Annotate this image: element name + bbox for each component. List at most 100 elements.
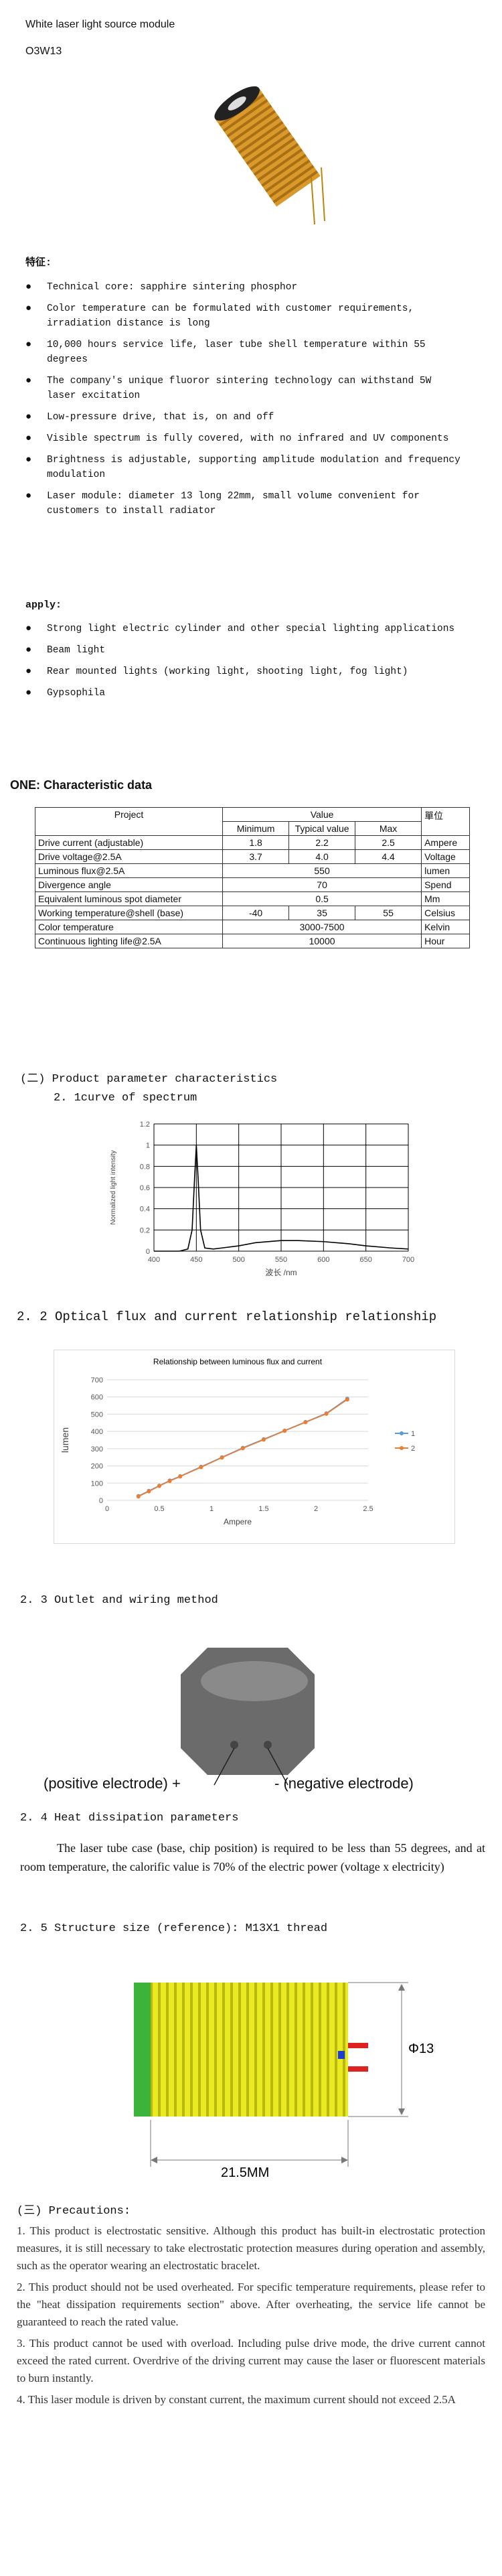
table-project: Divergence angle	[34, 877, 224, 892]
apply-list: Strong light electric cylinder and other…	[25, 622, 481, 707]
y-axis-label: lumen	[60, 1427, 70, 1453]
feature-item: Technical core: sapphire sintering phosp…	[25, 280, 461, 295]
feature-item: The company's unique fluoror sintering t…	[25, 374, 461, 403]
x-tick-label: 450	[190, 1256, 202, 1264]
apply-item: Strong light electric cylinder and other…	[25, 622, 481, 636]
x-tick-label: 650	[359, 1256, 371, 1264]
table-cell: 4.4	[355, 849, 422, 864]
x-tick-label: 1	[210, 1505, 214, 1513]
x-axis-label: 波长 /nm	[265, 1268, 297, 1277]
table-cell: 2.2	[288, 835, 356, 850]
data-point	[136, 1494, 141, 1499]
x-tick-label: 2.5	[363, 1505, 373, 1513]
model: O3W13	[25, 46, 62, 57]
x-tick-label: 400	[148, 1256, 160, 1264]
table-cell: 550	[222, 863, 422, 878]
data-point	[303, 1420, 308, 1425]
table-cell: Hour	[421, 934, 470, 948]
y-tick-label: 500	[91, 1411, 103, 1419]
characteristics-table: Project Value 單位 Minimum Typical value M…	[34, 807, 470, 948]
data-point	[282, 1429, 287, 1433]
apply-item: Rear mounted lights (working light, shoo…	[25, 664, 481, 679]
series-line	[154, 1145, 409, 1252]
table-row: Color temperature 3000-7500 Kelvin	[34, 920, 470, 934]
precaution-item: 2. This product should not be used overh…	[17, 2281, 485, 2328]
table-header: Value	[222, 807, 422, 822]
table-cell: Mm	[421, 891, 470, 906]
title: White laser light source module	[25, 19, 175, 30]
precaution-item: 3. This product cannot be used with over…	[17, 2337, 485, 2384]
table-cell: lumen	[421, 863, 470, 878]
table-project: Continuous lighting life@2.5A	[34, 934, 224, 948]
x-axis-label: Ampere	[224, 1517, 252, 1526]
y-tick-label: 0.8	[140, 1163, 150, 1171]
legend-label: 1	[411, 1430, 415, 1438]
precaution-item: 1. This product is electrostatic sensiti…	[17, 2224, 485, 2272]
features-heading: 特征:	[25, 257, 52, 269]
data-point	[199, 1465, 203, 1470]
data-point	[240, 1446, 245, 1451]
y-tick-label: 1.2	[140, 1121, 150, 1129]
positive-label: (positive electrode) +	[44, 1775, 181, 1792]
apply-item: Gypsophila	[25, 686, 481, 701]
diameter-label: Φ13MM	[408, 2042, 435, 2056]
table-cell: Voltage	[421, 849, 470, 864]
data-point	[178, 1474, 183, 1479]
feature-list: Technical core: sapphire sintering phosp…	[25, 280, 461, 525]
y-tick-label: 0	[146, 1248, 150, 1256]
table-project: Equivalent luminous spot diameter	[34, 891, 224, 906]
subheading: 2. 3 Outlet and wiring method	[20, 1594, 218, 1607]
structure-drawing: Φ13MM 21.5MM	[134, 1982, 435, 2180]
length-label: 21.5MM	[221, 2165, 269, 2180]
subheading: 2. 2 Optical flux and current relationsh…	[17, 1309, 437, 1324]
subheading: 2. 5 Structure size (reference): M13X1 t…	[20, 1922, 328, 1935]
y-axis-label: Normalized light intensity	[110, 1150, 117, 1224]
feature-item: Low-pressure drive, that is, on and off	[25, 410, 461, 425]
y-tick-label: 200	[91, 1463, 103, 1471]
table-header: Project	[34, 807, 224, 836]
x-tick-label: 500	[232, 1256, 244, 1264]
subheading: 2. 1curve of spectrum	[54, 1092, 197, 1104]
table-cell: 3.7	[222, 849, 290, 864]
table-cell: 4.0	[288, 849, 356, 864]
legend-label: 2	[411, 1445, 415, 1453]
x-tick-label: 0.5	[154, 1505, 164, 1513]
table-cell: 1.8	[222, 835, 290, 850]
y-tick-label: 0.2	[140, 1226, 150, 1234]
y-tick-label: 600	[91, 1394, 103, 1402]
table-project: Drive voltage@2.5A	[34, 849, 224, 864]
y-tick-label: 1	[146, 1142, 150, 1150]
table-project: Working temperature@shell (base)	[34, 906, 224, 920]
y-tick-label: 100	[91, 1480, 103, 1488]
table-cell: Spend	[421, 877, 470, 892]
precautions: 1. This product is electrostatic sensiti…	[17, 2222, 485, 2413]
apply-heading: apply:	[25, 599, 62, 611]
flux-chart: 0 100 200 300 400 500 600 700 0 0.5 1 1.5 2 2.5 Relati…	[54, 1350, 455, 1544]
data-point	[220, 1455, 224, 1460]
legend-marker	[400, 1446, 404, 1450]
chart-title: Relationship between luminous flux and c…	[153, 1357, 323, 1366]
chart-frame	[54, 1350, 455, 1544]
table-row: Drive voltage@2.5A 3.7 4.0 4.4 Voltage	[34, 849, 470, 864]
feature-item: Laser module: diameter 13 long 22mm, sma…	[25, 489, 461, 518]
table-row: Drive current (adjustable) 1.8 2.2 2.5 Amper…	[34, 835, 470, 850]
y-tick-label: 0	[99, 1497, 103, 1505]
table-cell: 2.5	[355, 835, 422, 850]
table-row: Luminous flux@2.5A 550 lumen	[34, 863, 470, 878]
negative-label: - (negative electrode)	[274, 1775, 414, 1792]
data-point	[147, 1489, 151, 1494]
data-point	[167, 1479, 172, 1484]
table-subheader: Minimum	[222, 821, 290, 836]
table-cell: 3000-7500	[222, 920, 422, 934]
legend-marker	[400, 1431, 404, 1435]
table-cell: Ampere	[421, 835, 470, 850]
x-tick-label: 550	[275, 1256, 287, 1264]
x-tick-label: 700	[402, 1256, 414, 1264]
table-cell: 55	[355, 906, 422, 920]
x-tick-label: 1.5	[258, 1505, 268, 1513]
x-tick-label: 0	[105, 1505, 109, 1513]
table-subheader: Typical value	[288, 821, 356, 836]
table-project: Color temperature	[34, 920, 224, 934]
spectrum-chart: 0 0.2 0.4 0.6 0.8 1 1.2 400 450 500 550 600 650 700 波长…	[110, 1121, 414, 1277]
table-cell: 70	[222, 877, 422, 892]
